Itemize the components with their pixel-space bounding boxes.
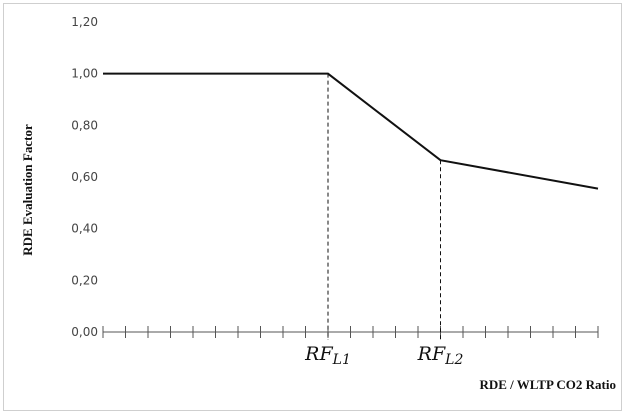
reference-label-l2: RFL2 — [417, 343, 464, 368]
y-axis-title: RDE Evaluation Factor — [20, 124, 35, 256]
y-tick-label: 0,60 — [71, 170, 98, 184]
x-axis-title: RDE / WLTP CO2 Ratio — [479, 377, 616, 392]
y-axis-ticks: 0,00 0,20 0,40 0,60 0,80 1,00 1,20 — [71, 15, 98, 339]
y-tick-label: 1,20 — [71, 15, 98, 29]
y-tick-label: 0,00 — [71, 325, 98, 339]
chart-frame — [3, 3, 622, 411]
y-tick-label: 0,40 — [71, 222, 98, 236]
reference-label-l1: RFL1 — [304, 343, 351, 368]
y-tick-label: 0,80 — [71, 118, 98, 132]
y-tick-label: 0,20 — [71, 273, 98, 287]
y-tick-label: 1,00 — [71, 67, 98, 81]
series-line — [103, 72, 599, 190]
reference-lines: RFL1 RFL2 — [304, 73, 464, 368]
